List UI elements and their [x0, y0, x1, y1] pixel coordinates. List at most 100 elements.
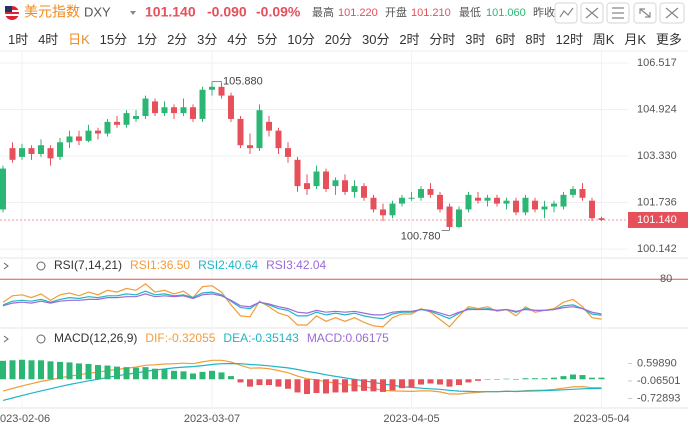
candle-body — [475, 197, 481, 201]
y-tick-label: 0.59890 — [637, 357, 677, 369]
macd-bar — [342, 379, 348, 393]
legend-entry: DEA:-0.35143 — [223, 331, 299, 345]
period-button[interactable]: 分时 — [429, 31, 456, 47]
period-button[interactable]: 30分 — [362, 31, 390, 47]
candle-body — [579, 189, 586, 198]
candle-body — [57, 142, 63, 157]
candle-body — [237, 118, 244, 146]
period-toolbar: 1时 4时 日K 15分 1分 2分 3分 4分 5分 10分 20分 30分 2时 分时 3时 6时 8时 12… — [0, 27, 688, 49]
period-button[interactable]: 3时 — [465, 31, 486, 47]
candle-body — [247, 145, 253, 149]
macd-bar — [133, 367, 139, 380]
macd-bar — [266, 379, 272, 386]
legend-entry: DIF:-0.32055 — [145, 331, 215, 345]
period-button[interactable]: 更多 — [655, 31, 682, 47]
candle-body — [370, 197, 377, 210]
period-button[interactable]: 周K — [592, 31, 615, 47]
candle-body — [209, 86, 215, 90]
candle-body — [323, 171, 329, 190]
candle-body — [9, 148, 16, 160]
macd-bar — [313, 379, 320, 393]
macd-bar — [76, 363, 82, 380]
x-tick-label: 2023-04-05 — [383, 413, 439, 425]
candle-body — [28, 148, 35, 154]
period-button[interactable]: 6时 — [495, 31, 516, 47]
settings-icon[interactable] — [36, 261, 46, 271]
macd-bar — [399, 379, 405, 389]
macd-bar — [0, 360, 6, 380]
macd-bar — [57, 361, 63, 380]
candle-body — [104, 121, 111, 134]
collapse-icon[interactable] — [3, 335, 9, 343]
candle-body — [266, 121, 272, 131]
candle-body — [513, 200, 519, 213]
macd-bar — [475, 379, 481, 381]
macd-bar — [437, 379, 443, 385]
macd-bar — [180, 371, 187, 380]
indicator-title: RSI(7,14,21) — [54, 258, 122, 272]
period-button[interactable]: 12时 — [555, 31, 583, 47]
macd-bar — [304, 379, 310, 395]
macd-bar — [484, 379, 491, 380]
legend-entry: MACD:0.06175 — [307, 331, 389, 345]
macd-bar — [408, 379, 415, 388]
candle-body — [76, 136, 82, 141]
macd-bar — [209, 370, 215, 380]
indicator-line — [2, 362, 602, 401]
macd-bar — [323, 379, 329, 394]
candle-body — [123, 113, 130, 125]
indicator-title: MACD(12,26,9) — [54, 331, 137, 345]
macd-bar — [123, 367, 130, 380]
period-button[interactable]: 2分 — [167, 31, 188, 47]
toolbar-icons[interactable] — [554, 2, 685, 24]
y-tick-label: 80 — [660, 273, 672, 285]
x-tick-label: 2023-03-07 — [184, 413, 240, 425]
legend-entry: RSI2:40.64 — [198, 258, 258, 272]
macd-bar — [427, 379, 434, 384]
period-button[interactable]: 5分 — [257, 31, 278, 47]
period-button[interactable]: 8时 — [525, 31, 546, 47]
settings-icon[interactable] — [36, 334, 46, 344]
period-button[interactable]: 1时 — [8, 31, 29, 47]
macd-bar — [28, 360, 35, 380]
y-tick-label: 104.924 — [637, 103, 677, 115]
macd-bar — [598, 377, 605, 380]
collapse-icon[interactable] — [3, 262, 9, 270]
period-button[interactable]: 4分 — [227, 31, 248, 47]
period-button[interactable]: 1分 — [136, 31, 158, 47]
period-button[interactable]: 月K — [624, 31, 646, 47]
period-button[interactable]: 3分 — [197, 31, 218, 47]
candle-body — [66, 136, 73, 143]
symbol[interactable]: DXY — [84, 4, 111, 19]
y-tick-label: 100.142 — [637, 243, 677, 255]
open-label: 开盘 — [385, 5, 407, 19]
macd-bar — [446, 379, 453, 387]
macd-bar — [104, 365, 111, 380]
legend-entry: RSI1:36.50 — [130, 258, 190, 272]
candle-body — [256, 110, 263, 149]
period-button[interactable]: 15分 — [99, 31, 128, 47]
macd-bar — [294, 379, 301, 393]
candle-body — [484, 197, 491, 201]
candle-body — [437, 194, 443, 210]
candle-body — [361, 186, 367, 198]
macd-bar — [532, 378, 538, 380]
period-button[interactable]: 日K — [68, 31, 90, 47]
candle-body — [0, 168, 6, 210]
candle-body — [332, 180, 339, 187]
period-button[interactable]: 4时 — [38, 31, 59, 47]
candle-body — [522, 197, 529, 213]
macd-bar — [142, 367, 149, 380]
y-tick-label: -0.06501 — [637, 375, 680, 387]
period-button[interactable]: 10分 — [287, 31, 315, 47]
candle-body — [598, 218, 605, 220]
period-button[interactable]: 2时 — [399, 31, 420, 47]
candle-body — [161, 107, 168, 114]
candle-body — [342, 180, 348, 192]
macd-bar — [541, 378, 548, 380]
period-button[interactable]: 20分 — [324, 31, 353, 47]
last-price: 101.140 — [145, 4, 196, 20]
dropdown-arrow[interactable] — [130, 11, 136, 15]
candle-body — [427, 189, 434, 195]
